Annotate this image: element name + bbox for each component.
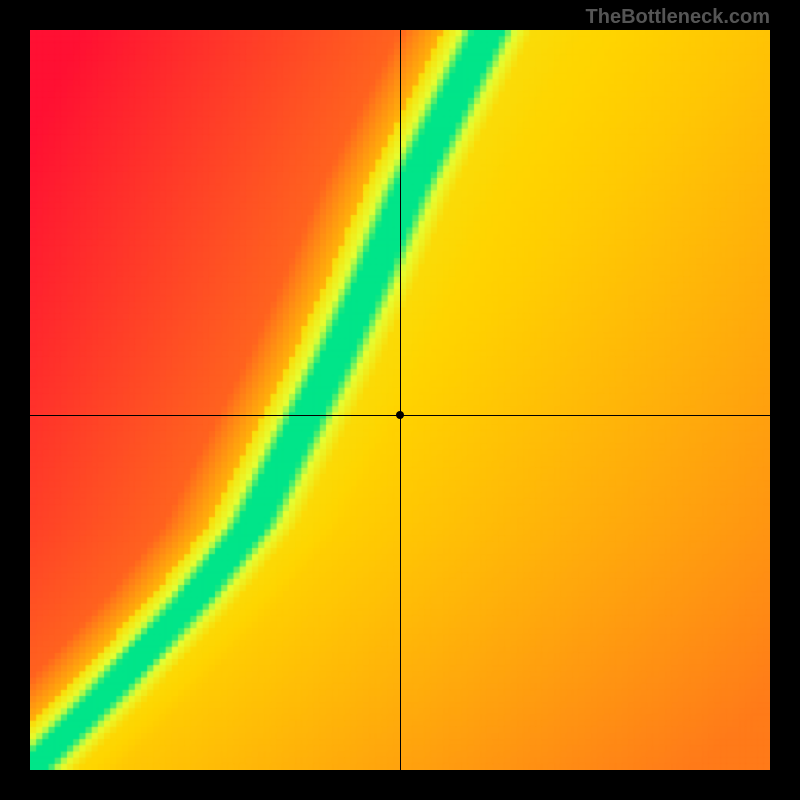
watermark-text: TheBottleneck.com	[586, 6, 770, 29]
crosshair-dot	[396, 411, 404, 419]
figure-container: TheBottleneck.com	[0, 0, 800, 800]
heatmap-plot	[30, 30, 770, 770]
crosshair-vertical	[400, 30, 401, 770]
